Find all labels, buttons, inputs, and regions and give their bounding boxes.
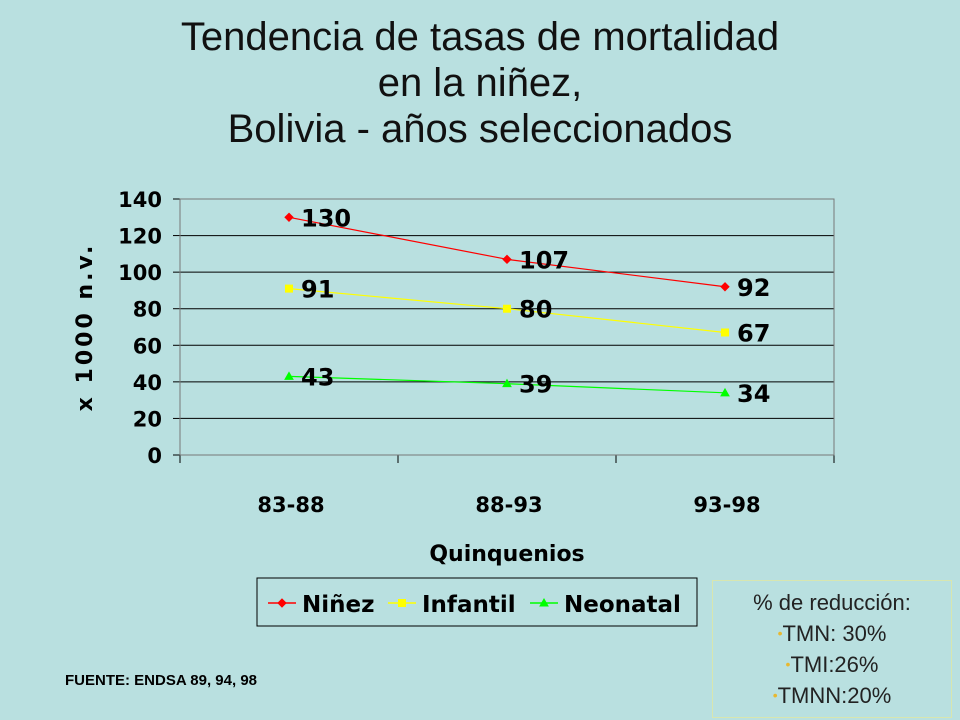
x-tick-label: 93-98	[693, 493, 760, 517]
data-labels: 130 107 92 91 80 67 43 39 34	[301, 204, 770, 408]
y-tick-label: 80	[133, 298, 162, 322]
reduction-item-tmn: •TMN: 30%	[777, 621, 887, 646]
data-point	[285, 284, 293, 293]
y-tick-label: 120	[118, 225, 162, 249]
bullet-icon: •	[777, 625, 783, 641]
data-label: 80	[519, 296, 552, 324]
x-tick-label: 88-93	[475, 493, 542, 517]
legend-label: Infantil	[422, 592, 516, 618]
reduction-item-tmnn: •TMNN:20%	[772, 683, 892, 708]
y-tick-label: 20	[133, 407, 162, 431]
y-tick-label: 0	[147, 444, 162, 468]
data-label: 130	[301, 204, 351, 232]
data-label: 107	[519, 246, 569, 274]
gridlines	[173, 198, 835, 463]
legend-marker	[277, 598, 287, 608]
data-label: 92	[737, 274, 770, 302]
y-tick-label: 100	[118, 261, 162, 285]
y-tick-label: 60	[133, 334, 162, 358]
data-point	[502, 254, 512, 265]
bullet-icon: •	[772, 687, 778, 703]
title-line-3: Bolivia - años seleccionados	[227, 107, 733, 151]
data-point	[284, 212, 294, 222]
data-label: 43	[301, 363, 334, 391]
y-tick-label: 140	[118, 188, 162, 212]
legend-box	[256, 577, 698, 627]
title-line-2: en la niñez,	[377, 61, 583, 105]
data-point	[502, 378, 512, 388]
reduction-heading: % de reducción:	[753, 590, 911, 615]
data-label: 39	[519, 371, 552, 399]
legend-marker	[539, 597, 549, 607]
series-group	[284, 212, 730, 397]
series-line-0	[288, 216, 726, 288]
legend-label: Niñez	[302, 592, 375, 618]
title-line-1: Tendencia de tasas de mortalidad	[180, 15, 780, 59]
y-tick-labels: 0 20 40 60 80 100 120 140	[118, 188, 162, 468]
legend-label: Neonatal	[564, 592, 681, 618]
y-tick-label: 40	[133, 371, 162, 395]
data-label: 34	[737, 380, 770, 408]
source-note: FUENTE: ENDSA 89, 94, 98	[65, 672, 258, 689]
data-label: 91	[301, 276, 334, 304]
data-point	[720, 387, 730, 397]
data-label: 67	[737, 319, 770, 347]
x-axis-title: Quinquenios	[429, 542, 584, 567]
data-point	[721, 328, 729, 337]
data-point	[720, 282, 730, 292]
reduction-box: % de reducción: •TMN: 30% •TMI:26% •TMNN…	[712, 580, 952, 718]
y-axis-title: x 1000 n.v.	[73, 243, 98, 412]
legend: Niñez Infantil Neonatal	[256, 577, 698, 627]
plot-area	[179, 198, 835, 456]
legend-marker	[398, 599, 406, 607]
x-tick-labels: 83-88 88-93 93-98	[257, 493, 760, 517]
chart-title: Tendencia de tasas de mortalidad en la n…	[0, 14, 960, 152]
x-tick-label: 83-88	[257, 493, 324, 517]
data-point	[503, 304, 511, 313]
data-point	[284, 371, 294, 380]
reduction-item-tmi: •TMI:26%	[785, 652, 879, 677]
bullet-icon: •	[785, 656, 791, 672]
